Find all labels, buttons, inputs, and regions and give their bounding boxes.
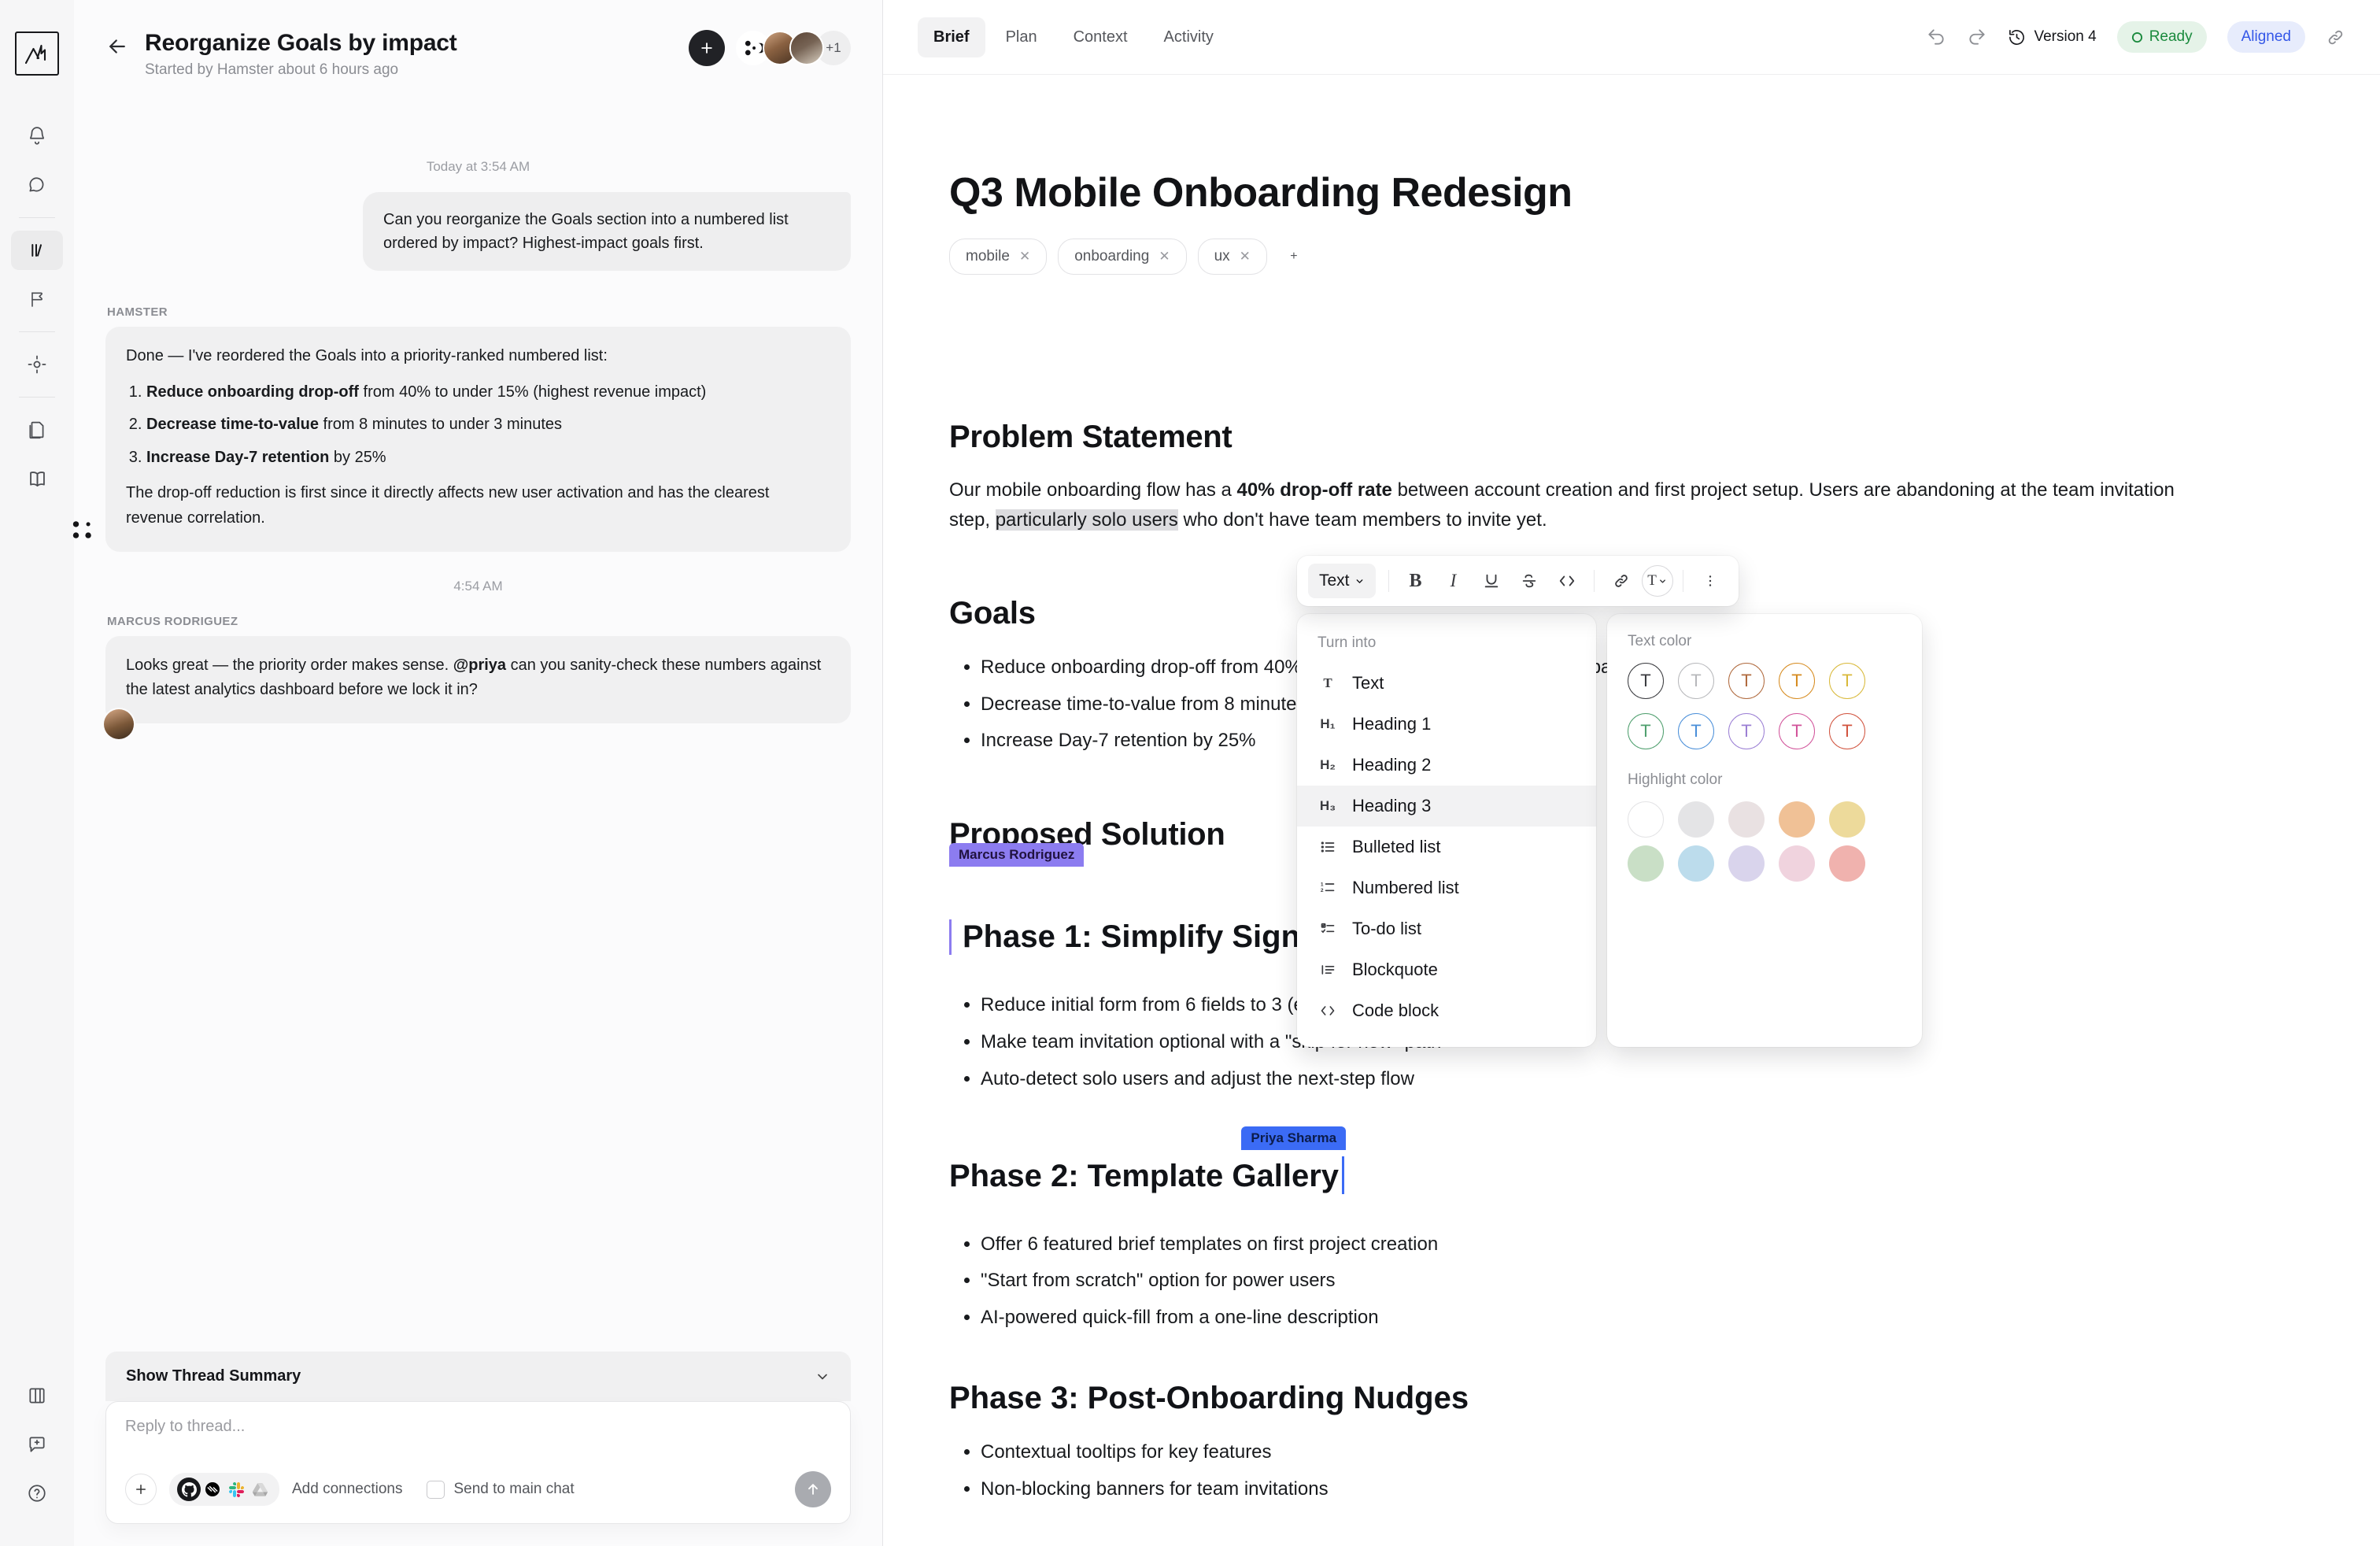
svg-text:2: 2: [1321, 888, 1324, 893]
svg-text:1: 1: [1321, 882, 1324, 888]
